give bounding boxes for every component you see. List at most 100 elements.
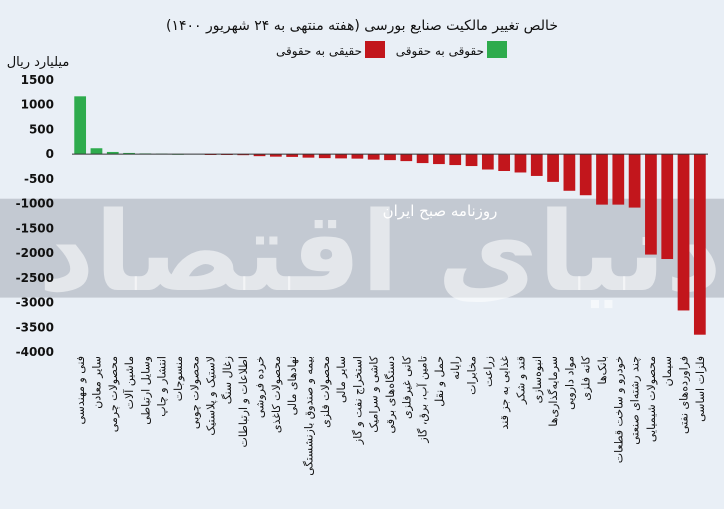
bar	[498, 154, 511, 171]
y-tick-label: -2000	[16, 246, 54, 260]
x-tick-label: بیمه و صندوق بازنشستگی	[302, 356, 315, 476]
legend-label: حقیقی به حقوقی	[276, 44, 362, 59]
bar	[384, 154, 396, 161]
bar	[286, 154, 299, 157]
x-tick-label: فلزات اساسی	[694, 356, 707, 422]
x-tick-label: سرمایه‌گذاری‌ها	[547, 356, 560, 427]
x-tick-label: سیمان	[661, 356, 674, 386]
x-tick-label: انتشار و چاپ	[156, 356, 169, 417]
x-tick-label: تامین آب، برق، گاز	[416, 356, 430, 444]
x-tick-label: رایانه	[449, 356, 462, 380]
x-tick-label: زغال سنگ	[221, 356, 234, 404]
legend: حقوقی به حقوقی حقیقی به حقوقی	[276, 41, 507, 59]
x-tick-label: حمل و نقل	[433, 356, 446, 407]
x-tick-label: محصولات شیمیایی	[645, 356, 658, 442]
y-axis-ticks: 1500 1000 500 0 -500 -1000 -1500 -2000 -2500 -300…	[16, 73, 54, 359]
watermark-subtitle: روزنامه صبح ایران	[383, 202, 498, 220]
x-tick-label: مخابرات	[466, 356, 479, 395]
chart-title: خالص تغییر مالکیت صنایع بورسی (هفته منته…	[166, 18, 558, 34]
x-tick-label: محصولات چرمی	[107, 356, 120, 432]
x-tick-label: منسوجات	[172, 356, 185, 401]
legend-swatch	[365, 41, 385, 58]
bar	[449, 154, 462, 166]
bar	[90, 148, 103, 155]
x-tick-label: نهادهای مالی	[286, 356, 299, 415]
y-tick-label: 500	[29, 122, 54, 136]
x-tick-label: لاستیک و پلاستیک	[205, 356, 218, 436]
y-tick-label: -1500	[16, 221, 54, 235]
bar	[123, 152, 135, 155]
x-tick-label: مواد دارویی	[563, 356, 576, 410]
y-tick-label: -3000	[16, 296, 54, 310]
x-tick-label: فنی و مهندسی	[74, 356, 87, 425]
y-tick-label: -4000	[16, 345, 54, 359]
y-tick-label: 1500	[21, 73, 54, 87]
bar	[74, 96, 87, 155]
bar	[481, 154, 494, 170]
bar	[563, 154, 576, 191]
bar	[465, 154, 478, 167]
legend-swatch	[487, 41, 507, 58]
x-tick-label: ماشین آلات	[122, 356, 136, 409]
bar	[628, 154, 641, 208]
bar	[433, 154, 445, 165]
x-tick-label: بانک‌ها	[596, 356, 609, 384]
x-tick-label: کانه فلزی	[580, 355, 593, 400]
bar	[579, 154, 592, 196]
watermark-logo-text: دنیای اقتصاد	[38, 188, 722, 316]
x-tick-label: زراعت	[482, 356, 495, 387]
x-tick-label: استخراج نفت و گاز	[351, 356, 364, 445]
legend-label: حقوقی به حقوقی	[396, 44, 484, 59]
bar	[318, 154, 331, 159]
x-tick-label: محصولات کاغذی	[270, 356, 283, 433]
x-tick-label: فراورده‌های نفتی	[678, 356, 691, 434]
bar	[514, 154, 527, 173]
watermark: دنیای اقتصاد روزنامه صبح ایران	[38, 188, 722, 316]
bar	[693, 154, 706, 335]
y-tick-label: -3500	[16, 320, 54, 334]
x-tick-label: دستگاه‌های برقی	[384, 356, 397, 434]
bars	[74, 96, 706, 335]
bar	[351, 154, 364, 159]
x-tick-label: سایر مالی	[335, 356, 348, 403]
bar	[677, 154, 690, 311]
bar	[530, 154, 543, 176]
y-axis-label: میلیارد ریال	[7, 55, 70, 70]
x-tick-label: خرده فروشی	[254, 356, 267, 418]
x-tick-label: سایر معادن	[90, 356, 103, 409]
bar	[661, 154, 674, 260]
bar	[367, 154, 380, 160]
x-tick-label: قند و شکر	[514, 356, 527, 405]
bar	[335, 154, 347, 159]
bar	[596, 154, 608, 205]
y-tick-label: -1000	[16, 197, 54, 211]
bar	[612, 154, 625, 205]
bar	[269, 154, 282, 157]
x-tick-label: غذایی به جز قند	[498, 356, 511, 430]
gray-band	[0, 198, 724, 298]
x-axis-labels: فنی و مهندسی سایر معادن محصولات چرمی ماشین …	[74, 355, 707, 475]
y-tick-label: -2500	[16, 271, 54, 285]
x-tick-label: کاشی و سرامیک	[368, 355, 381, 432]
bar	[302, 154, 315, 158]
bar	[106, 151, 119, 155]
y-tick-label: -500	[24, 172, 54, 186]
plot-background	[0, 198, 724, 298]
y-tick-label: 0	[46, 147, 54, 161]
x-tick-label: محصولات چوبی	[188, 356, 201, 429]
bar	[547, 154, 559, 182]
x-tick-label: اطلاعات و ارتباطات	[237, 356, 250, 448]
bar	[416, 154, 429, 164]
x-tick-label: خودرو و ساخت قطعات	[612, 356, 625, 463]
x-tick-label: چند رشته‌ای صنعتی	[629, 356, 642, 445]
bar	[400, 154, 413, 162]
bar	[645, 154, 657, 255]
bar	[253, 154, 266, 157]
x-tick-label: محصولات فلزی	[319, 356, 332, 428]
y-tick-label: 1000	[21, 98, 54, 112]
x-tick-label: کانی غیرفلزی	[400, 355, 413, 419]
x-tick-label: انبوه‌سازی	[531, 356, 544, 403]
x-tick-label: وسایل ارتباطی	[139, 356, 152, 425]
